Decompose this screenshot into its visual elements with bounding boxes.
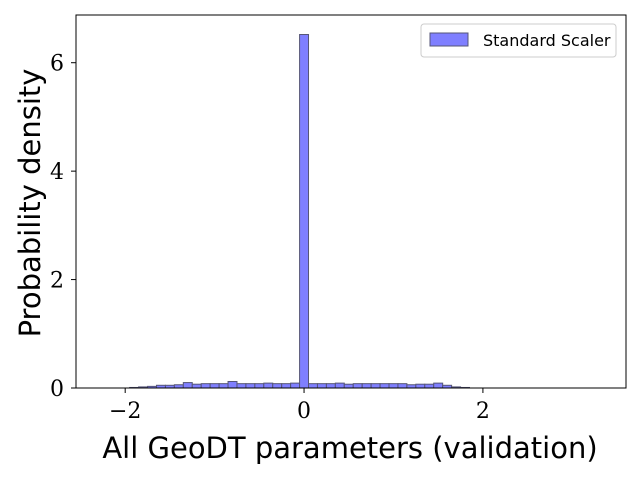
histogram-bar bbox=[290, 382, 301, 389]
histogram-bar bbox=[361, 383, 372, 389]
histogram-bar bbox=[343, 383, 354, 389]
histogram-bar bbox=[272, 383, 283, 389]
legend-frame bbox=[420, 23, 617, 58]
histogram-bar bbox=[334, 382, 345, 389]
x-axis-ticks: −2 0 2 bbox=[109, 388, 490, 424]
legend: Standard Scaler bbox=[420, 23, 617, 58]
histogram-bar bbox=[424, 383, 435, 389]
histogram-bar bbox=[227, 380, 238, 389]
x-tick-label: 2 bbox=[476, 399, 490, 424]
histogram-bar bbox=[263, 382, 274, 389]
plot-frame bbox=[75, 14, 627, 389]
histogram-bar bbox=[218, 383, 229, 389]
legend-swatch bbox=[429, 32, 469, 47]
histogram-bar bbox=[379, 383, 390, 389]
x-tick-label: −2 bbox=[109, 399, 141, 424]
histogram-bar bbox=[352, 383, 363, 389]
legend-label: Standard Scaler bbox=[483, 31, 611, 50]
y-tick-label: 2 bbox=[50, 269, 64, 294]
histogram-bar bbox=[415, 383, 426, 389]
histogram-bar bbox=[370, 383, 381, 389]
histogram-bar bbox=[316, 383, 327, 389]
histogram-bar bbox=[325, 383, 336, 389]
histogram-bar bbox=[388, 383, 399, 389]
y-tick-label: 0 bbox=[50, 377, 64, 402]
x-tick-label: 0 bbox=[297, 399, 311, 424]
histogram-bar bbox=[200, 383, 211, 389]
histogram-bar bbox=[182, 382, 193, 389]
histogram-bars bbox=[129, 34, 470, 389]
histogram-bar bbox=[299, 34, 310, 389]
x-axis-label: All GeoDT parameters (validation) bbox=[102, 431, 597, 465]
histogram-bar bbox=[308, 383, 318, 389]
histogram-bar bbox=[281, 383, 292, 389]
y-tick-label: 4 bbox=[50, 160, 64, 185]
histogram-bar bbox=[236, 383, 247, 389]
histogram-bar bbox=[433, 382, 444, 389]
y-tick-label: 6 bbox=[50, 52, 64, 77]
y-axis-label: Probability density bbox=[13, 69, 47, 338]
histogram-bar bbox=[245, 383, 256, 389]
histogram-bar bbox=[254, 383, 265, 389]
histogram-bar bbox=[191, 383, 202, 389]
y-axis-ticks: 0 2 4 6 bbox=[50, 52, 76, 402]
histogram-bar bbox=[209, 383, 220, 389]
histogram-bar bbox=[397, 383, 408, 389]
